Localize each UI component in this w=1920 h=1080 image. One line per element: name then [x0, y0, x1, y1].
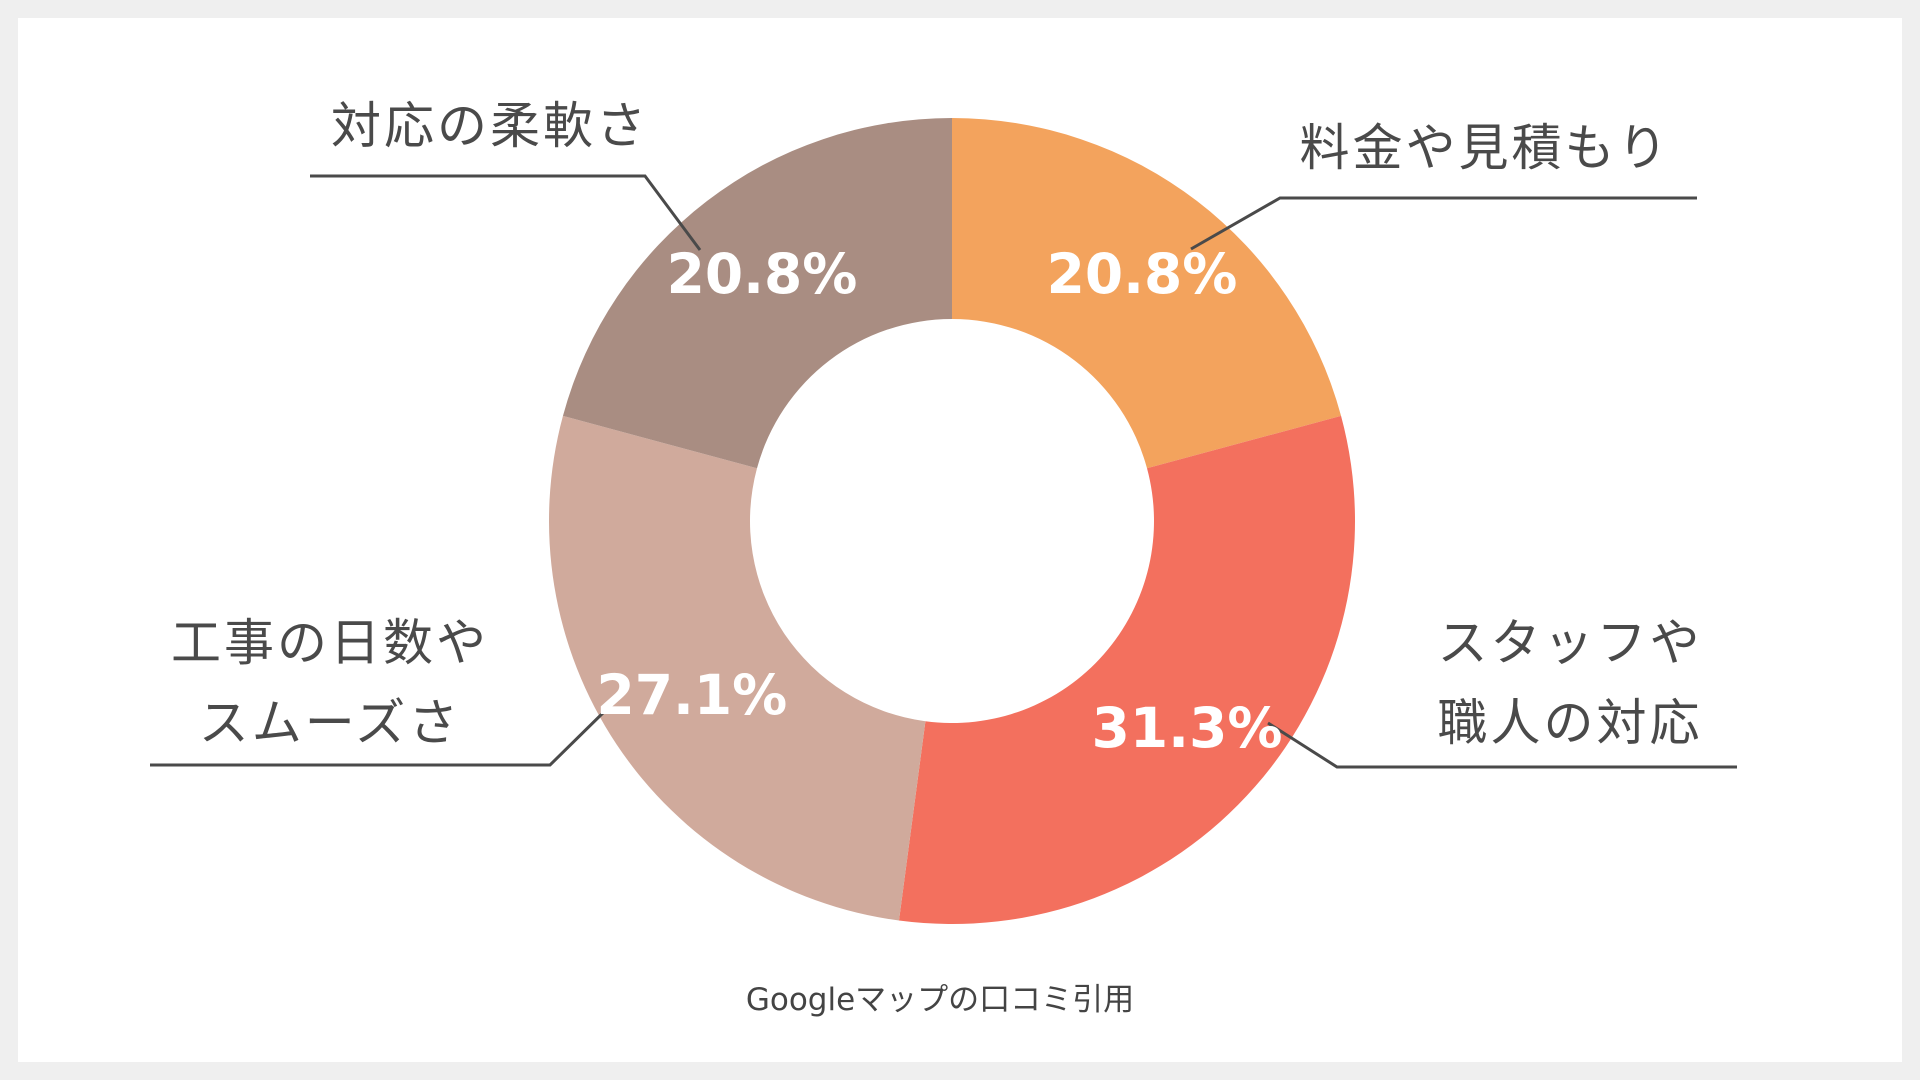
category-label-flex: 対応の柔軟さ [331, 97, 649, 155]
slice-staff [898, 415, 1356, 924]
category-label-koji-line1: 工事の日数や [171, 614, 489, 672]
leader-lines [150, 174, 1737, 769]
source-note: Googleマップの口コミ引用 [746, 982, 1134, 1018]
leader-line-staff [1267, 721, 1737, 769]
category-label-staff-line1: スタッフや [1438, 614, 1703, 672]
leader-line-koji [150, 704, 612, 767]
percent-labels: 20.8% 31.3% 27.1% 20.8% [596, 242, 1282, 760]
percent-label-flex: 20.8% [667, 242, 858, 306]
donut-slices [548, 118, 1356, 924]
leader-line-flex [310, 174, 702, 251]
category-label-ryokin: 料金や見積もり [1300, 119, 1671, 177]
percent-label-ryokin: 20.8% [1047, 242, 1238, 306]
category-label-staff-line2: 職人の対応 [1438, 694, 1703, 752]
slice-ryokin [952, 118, 1342, 469]
category-label-koji-line2: スムーズさ [199, 694, 462, 752]
percent-label-staff: 31.3% [1092, 696, 1283, 760]
percent-label-koji: 27.1% [596, 663, 787, 727]
slice-koji [548, 415, 926, 921]
slice-flex [562, 118, 952, 469]
leader-line-ryokin [1190, 196, 1697, 251]
